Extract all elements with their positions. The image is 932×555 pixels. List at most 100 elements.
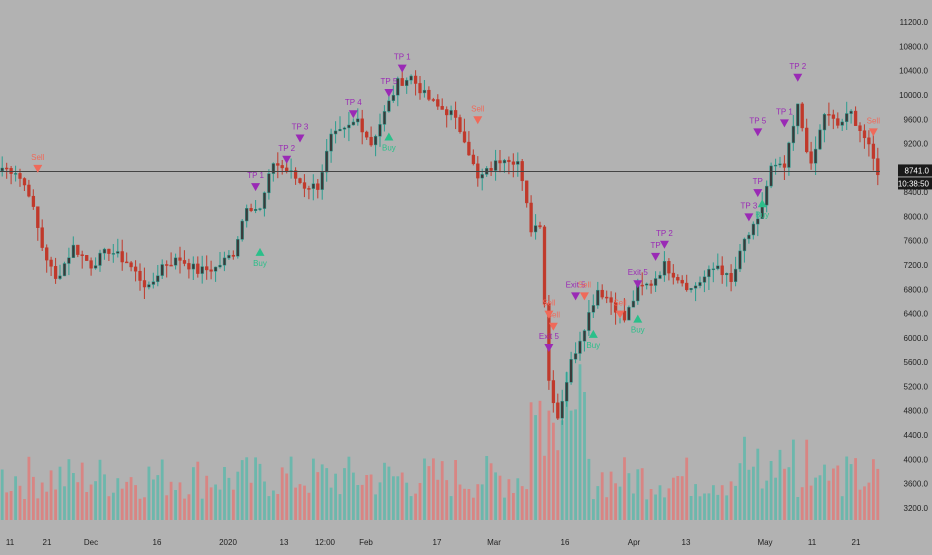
candle-body	[596, 289, 600, 306]
candle-body	[293, 170, 298, 179]
sell-signal-marker	[473, 116, 483, 125]
volume-bar	[707, 493, 711, 520]
volume-bar	[827, 480, 831, 520]
volume-bar	[654, 494, 657, 520]
sell-signal-marker	[544, 310, 554, 319]
candle-body	[67, 257, 71, 264]
volume-bar	[80, 462, 84, 520]
volume-bar	[103, 474, 106, 520]
volume-bar	[45, 491, 49, 520]
volume-bar	[338, 494, 342, 520]
tp-signal-marker	[659, 240, 669, 249]
volume-bar	[129, 477, 133, 520]
volume-bar	[672, 477, 675, 520]
candle-body	[662, 261, 667, 276]
tp-signal-label: TP 2	[656, 229, 673, 238]
candle-body	[320, 171, 324, 190]
candle-body	[307, 188, 311, 190]
volume-bar	[614, 483, 617, 520]
candle-body	[125, 261, 129, 264]
volume-bar	[680, 476, 684, 520]
volume-bar	[636, 469, 640, 520]
volume-bar	[725, 495, 729, 520]
volume-bar	[147, 466, 151, 520]
candle-body	[720, 265, 724, 276]
volume-bar	[218, 489, 222, 520]
last-price-label: 8741.0	[905, 166, 930, 175]
candle-body	[351, 121, 356, 126]
volume-bar	[436, 479, 440, 520]
volume-bar	[160, 459, 164, 520]
candle-body	[413, 75, 418, 84]
tp-signal-label: TP 1	[394, 53, 411, 62]
volume-bar	[800, 487, 804, 520]
buy-signal-marker	[633, 314, 643, 323]
candle-body	[542, 226, 547, 304]
candle-body	[89, 260, 93, 269]
candle-body	[725, 273, 729, 276]
tp-signal-marker	[251, 183, 261, 192]
candle-body	[711, 268, 716, 271]
candle-body	[378, 124, 382, 137]
volume-bar	[840, 496, 844, 520]
candle-body	[747, 234, 751, 240]
volume-bar	[552, 422, 555, 520]
volume-bar	[440, 461, 444, 520]
y-tick-label: 4800.0	[904, 407, 929, 416]
tp-signal-label: TP	[650, 241, 660, 250]
volume-bar	[520, 486, 524, 520]
x-axis: 11 21 Dec 16 2020 13 12:00 Feb 17 Mar 16 Apr 13 May 11…	[6, 538, 861, 547]
volume-bar	[618, 486, 622, 520]
buy-signal-label: Buy	[631, 326, 645, 335]
volume-bar	[698, 496, 702, 520]
candle-body	[867, 137, 871, 145]
candle-body	[227, 254, 231, 259]
buy-signal-marker	[588, 329, 598, 338]
volume-bar	[209, 487, 213, 520]
volume-bar	[778, 449, 782, 520]
candle-body	[169, 264, 173, 267]
candle-body	[645, 283, 649, 286]
candle-body	[809, 151, 813, 164]
candle-body	[236, 239, 240, 257]
volume-bar	[214, 484, 217, 520]
volume-bar	[89, 484, 93, 520]
candle-body	[569, 359, 573, 383]
x-tick-label: 16	[561, 538, 570, 547]
candle-body	[511, 161, 516, 165]
tp-signal-label: Exit 5	[539, 332, 560, 341]
candle-body	[742, 238, 747, 252]
volume-bar	[796, 497, 800, 520]
candle-body	[551, 380, 556, 404]
volume-bar	[85, 492, 89, 520]
candle-body	[107, 248, 111, 254]
candle-body	[347, 124, 351, 129]
volume-bar	[583, 392, 586, 520]
volume-bar	[125, 481, 129, 520]
volume-bar	[67, 459, 71, 520]
countdown-box	[898, 177, 932, 190]
candle-body	[165, 264, 169, 266]
volume-bar	[863, 486, 866, 520]
y-tick-label: 5600.0	[904, 358, 929, 367]
volume-bar	[54, 489, 57, 520]
candle-body	[765, 185, 769, 206]
volume-bar	[529, 402, 533, 520]
candle-body	[729, 273, 733, 282]
volume-bar	[223, 467, 226, 520]
volume-bar	[116, 478, 120, 520]
candle-body	[360, 118, 364, 133]
volume-bar	[676, 476, 680, 520]
y-tick-label: 5200.0	[904, 382, 929, 391]
candle-body	[0, 167, 4, 172]
tp-signal-marker	[397, 64, 407, 73]
volume-bar	[112, 492, 115, 520]
candle-body	[71, 244, 76, 258]
candle-body	[178, 257, 182, 261]
candle-body	[787, 142, 791, 168]
candle-body	[462, 131, 467, 143]
volume-bar	[360, 484, 364, 520]
candle-body	[471, 154, 476, 165]
x-tick-label: 2020	[219, 538, 237, 547]
volume-bar	[627, 473, 631, 520]
